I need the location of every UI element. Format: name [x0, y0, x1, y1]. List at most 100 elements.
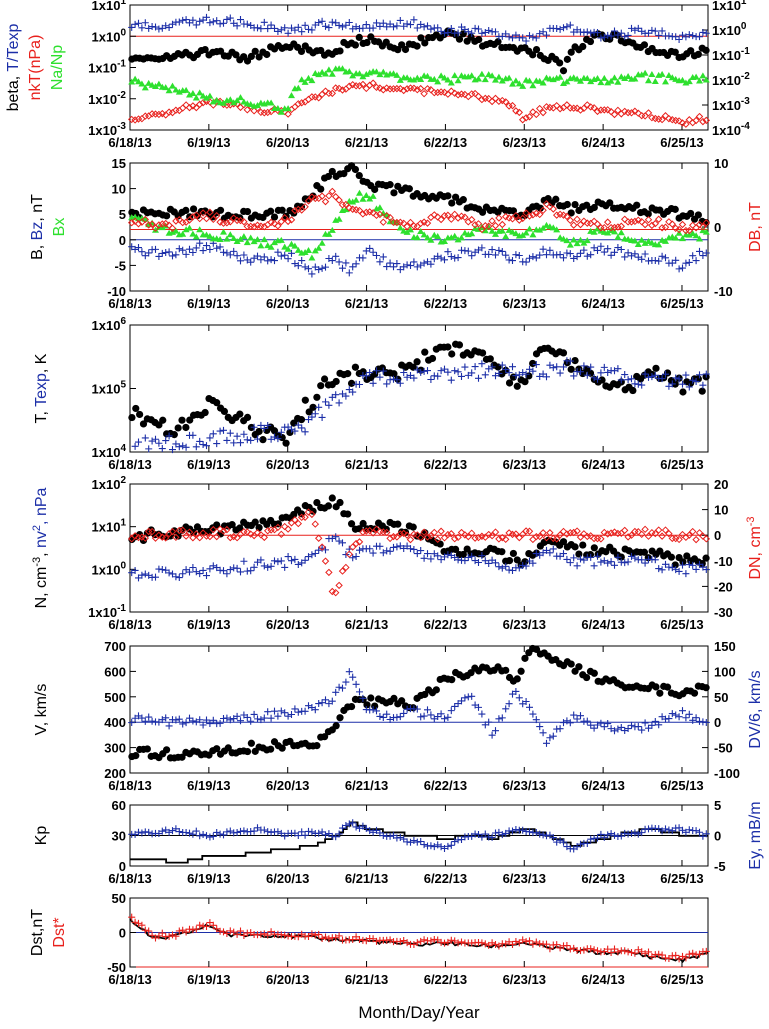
series-bx: [128, 189, 710, 261]
y-tick-label: 1x101: [92, 0, 127, 13]
x-tick-label: 6/24/13: [581, 778, 624, 793]
data-point: [463, 545, 471, 553]
y-tick-label: 1x10-1: [88, 603, 126, 620]
data-point: [433, 88, 442, 97]
data-point: [413, 705, 421, 713]
data-point: [492, 940, 499, 948]
data-point: [369, 529, 377, 537]
data-point: [324, 172, 333, 181]
data-point: [313, 742, 321, 750]
data-point: [165, 248, 173, 256]
data-point: [410, 16, 418, 24]
data-point: [679, 31, 686, 39]
data-point: [652, 683, 660, 691]
data-point: [379, 713, 387, 721]
data-point: [335, 830, 343, 838]
data-point: [434, 372, 442, 380]
data-point: [325, 230, 333, 237]
data-point: [638, 381, 646, 389]
data-point: [369, 79, 377, 87]
data-point: [432, 686, 440, 694]
y-tick-label: 600: [104, 664, 126, 679]
data-point: [297, 416, 306, 424]
data-point: [393, 713, 401, 721]
data-point: [532, 716, 540, 724]
data-point: [152, 245, 159, 253]
data-point: [288, 557, 295, 565]
data-point: [692, 232, 700, 239]
data-point: [178, 526, 187, 534]
data-point: [556, 836, 564, 844]
data-point: [518, 214, 527, 223]
data-point: [281, 24, 289, 32]
data-point: [641, 719, 649, 727]
data-point: [202, 214, 211, 223]
data-point: [169, 827, 176, 835]
data-point: [339, 684, 346, 692]
axis-title-part: N, cm: [33, 567, 50, 609]
data-point: [689, 252, 697, 260]
data-point: [546, 529, 554, 537]
data-point: [610, 110, 619, 119]
data-point: [301, 78, 309, 85]
data-point: [611, 561, 618, 569]
data-point: [679, 264, 686, 272]
data-point: [451, 702, 459, 710]
data-point: [243, 436, 251, 444]
data-point: [216, 719, 224, 727]
data-point: [685, 531, 694, 539]
x-tick-label: 6/24/13: [581, 871, 624, 886]
data-point: [702, 554, 710, 562]
data-point: [264, 828, 272, 836]
data-point: [597, 242, 605, 250]
data-point: [247, 717, 255, 725]
data-point: [464, 532, 473, 541]
data-point: [379, 86, 388, 94]
data-point: [284, 110, 292, 118]
data-point: [250, 423, 258, 431]
data-point: [509, 80, 516, 87]
data-point: [169, 82, 176, 89]
data-point: [226, 429, 234, 437]
data-point: [328, 167, 336, 176]
x-tick-label: 6/20/13: [266, 972, 309, 987]
data-point: [451, 367, 459, 375]
data-point: [369, 379, 377, 387]
data-point: [274, 248, 282, 256]
data-point: [702, 566, 710, 574]
data-point: [148, 717, 156, 725]
data-point: [696, 33, 703, 41]
data-point: [294, 84, 302, 91]
y-axis-title-right: DV/6, km/s: [747, 670, 764, 748]
data-point: [587, 29, 595, 37]
data-point: [185, 528, 194, 536]
y-tick-exponent: -1: [741, 46, 750, 57]
data-point: [206, 232, 214, 239]
data-point: [182, 829, 190, 837]
series-nkt-npa-: [127, 79, 711, 128]
data-point: [359, 254, 367, 262]
data-point: [206, 833, 214, 841]
data-point: [318, 699, 326, 707]
data-point: [444, 530, 452, 539]
data-point: [260, 533, 269, 542]
data-point: [139, 420, 148, 428]
data-point: [145, 445, 153, 453]
data-point: [280, 214, 289, 222]
data-point: [403, 74, 411, 81]
data-point: [563, 249, 571, 257]
data-point: [685, 561, 693, 569]
data-point: [220, 99, 227, 106]
data-point: [543, 832, 550, 840]
data-point: [339, 264, 346, 272]
data-point: [685, 826, 693, 834]
data-point: [260, 109, 269, 117]
data-point: [529, 82, 537, 89]
data-point: [579, 541, 587, 549]
data-point: [159, 416, 167, 424]
y-axis-title: T, Texp, K: [33, 353, 50, 423]
data-point: [366, 195, 374, 202]
y-axis-title: V, km/s: [33, 684, 50, 736]
data-point: [407, 838, 414, 846]
data-point: [274, 523, 282, 532]
